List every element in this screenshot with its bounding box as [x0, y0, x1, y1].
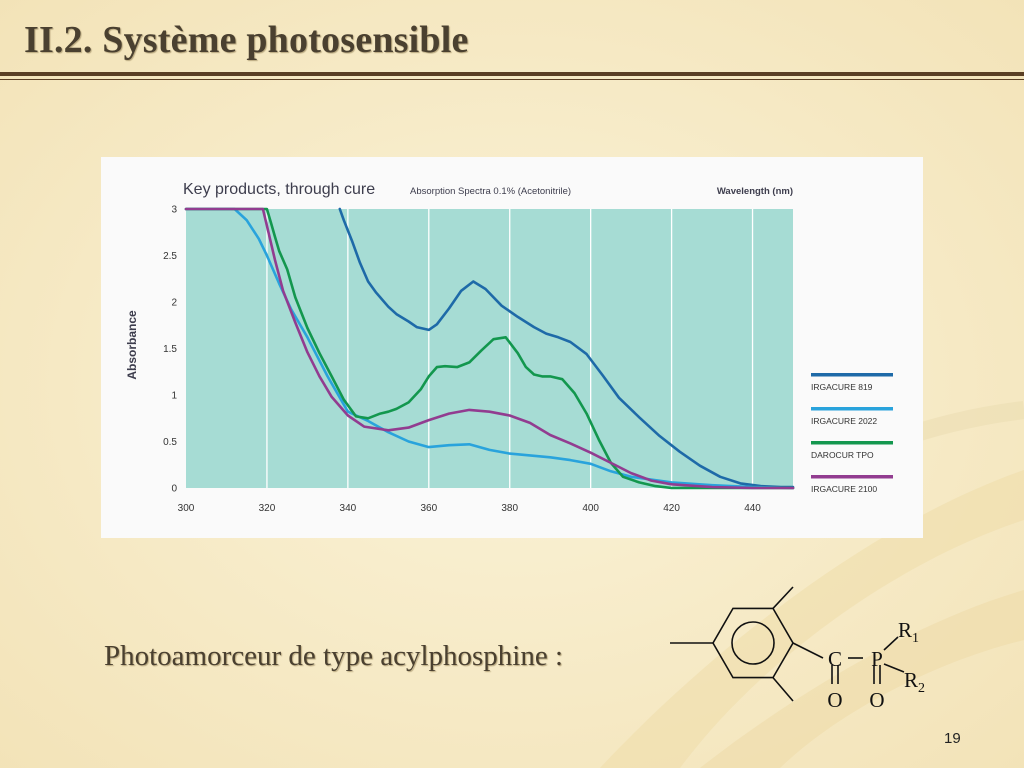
- absorption-chart: 0 0.5 1 1.5 2 2.5 3 300 320 340 360 380 400 420 440 I…: [101, 157, 923, 538]
- methyl-top: [772, 586, 794, 609]
- x-tick-label: 320: [259, 503, 276, 514]
- x-tick-label: 340: [340, 503, 357, 514]
- legend-label: IRGACURE 2022: [811, 416, 877, 426]
- methyl-bottom: [772, 677, 794, 702]
- benzene-ring: [712, 607, 794, 679]
- chart-subtitle: Absorption Spectra 0.1% (Acetonitrile): [410, 186, 571, 197]
- y-tick-label: 3: [171, 205, 177, 216]
- y-tick-label: 1.5: [163, 344, 177, 355]
- p-r1-bond: [883, 636, 899, 651]
- p-r2-bond: [883, 663, 905, 673]
- series-line: [338, 207, 795, 489]
- legend-label: DAROCUR TPO: [811, 450, 874, 460]
- page-number: 19: [944, 730, 961, 747]
- legend-swatch: [811, 475, 893, 479]
- aromatic-circle: [731, 621, 775, 665]
- carbonyl-oxygen: O: [827, 688, 842, 712]
- r1-group: R1: [898, 618, 919, 646]
- chart-svg: 0 0.5 1 1.5 2 2.5 3 300 320 340 360 380 400 420 440 I…: [125, 181, 893, 514]
- y-tick-label: 2.5: [163, 251, 177, 262]
- ring-carbonyl-bond: [792, 642, 824, 659]
- title-rule-thin: [0, 79, 1024, 80]
- legend-swatch: [811, 441, 893, 445]
- x-tick-label: 300: [178, 503, 195, 514]
- series-line: [184, 207, 795, 490]
- x-tick-label: 420: [663, 503, 680, 514]
- acylphosphine-structure: C P O O R1 R2: [670, 586, 925, 712]
- title-rule-thick: [0, 72, 1024, 76]
- chart-title: Key products, through cure: [183, 181, 375, 198]
- y-axis-label: Absorbance: [125, 310, 139, 380]
- legend-swatch: [811, 373, 893, 377]
- y-tick-label: 2: [171, 298, 177, 309]
- legend-swatch: [811, 407, 893, 411]
- legend-label: IRGACURE 2100: [811, 484, 877, 494]
- phosphorus-atom: P: [871, 647, 883, 671]
- legend-label: IRGACURE 819: [811, 382, 873, 392]
- r2-group: R2: [904, 668, 925, 696]
- y-tick-label: 1: [171, 391, 177, 402]
- caption: Photoamorceur de type acylphosphine :: [104, 640, 564, 672]
- x-tick-label: 440: [744, 503, 761, 514]
- x-tick-label: 360: [420, 503, 437, 514]
- series-line: [184, 207, 795, 490]
- y-tick-label: 0.5: [163, 437, 177, 448]
- y-tick-label: 0: [171, 484, 177, 495]
- plot-area: [186, 209, 793, 488]
- series-line: [184, 207, 795, 490]
- slide-title: II.2. Système photosensible: [24, 19, 469, 61]
- phosphoryl-oxygen: O: [869, 688, 884, 712]
- x-tick-label: 400: [582, 503, 599, 514]
- x-axis-label: Wavelength (nm): [717, 186, 793, 197]
- x-tick-label: 380: [501, 503, 518, 514]
- carbon-atom: C: [828, 647, 842, 671]
